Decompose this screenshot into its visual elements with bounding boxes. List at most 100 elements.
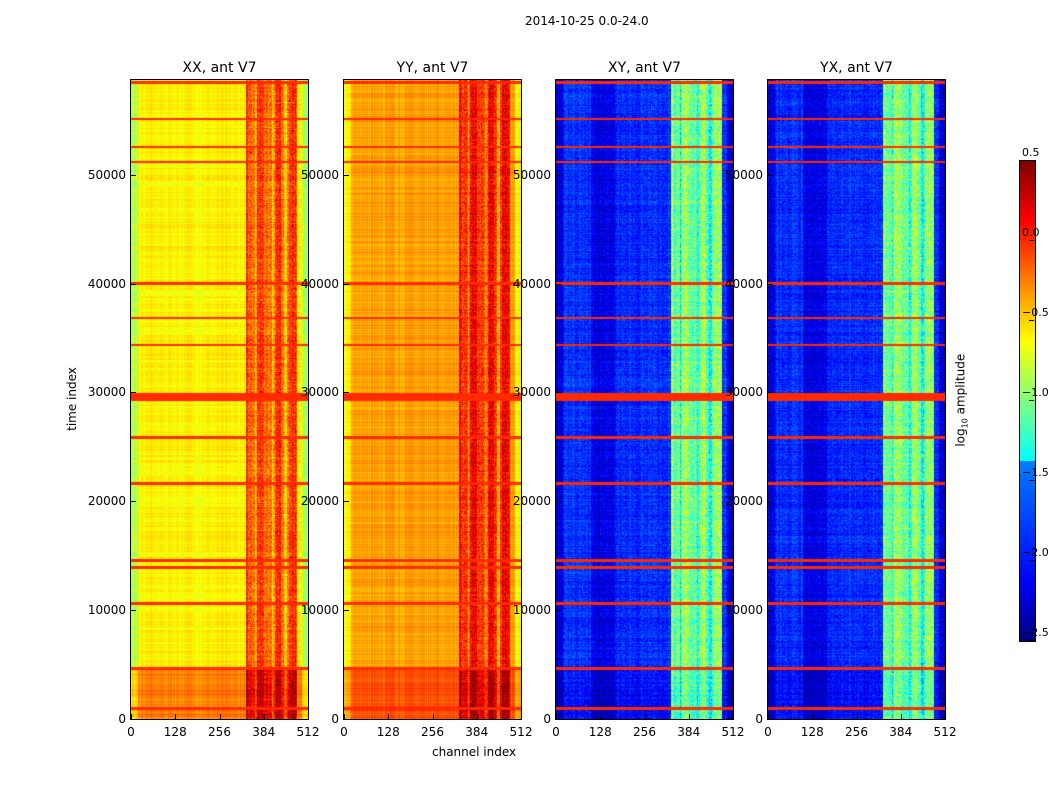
x-tick-mark (388, 714, 390, 719)
x-tick-mark (644, 714, 646, 719)
heatmap-canvas (556, 80, 733, 719)
colorbar-tick (1029, 320, 1034, 321)
y-tick-mark (344, 501, 349, 503)
y-tick-label: 30000 (87, 385, 126, 400)
y-tick-mark (344, 610, 349, 612)
y-tick-mark (344, 174, 349, 176)
x-tick-mark (263, 714, 265, 719)
y-tick-mark (131, 501, 136, 503)
y-tick-label: 0 (543, 712, 551, 726)
heatmap-canvas (344, 80, 521, 719)
heatmap-canvas (131, 80, 308, 719)
x-tick-label: 384 (465, 725, 489, 739)
figure-title: 2014-10-25 0.0-24.0 (525, 14, 649, 28)
colorbar-tick-label: 0.0 (1022, 226, 1040, 239)
colorbar-tick-label: −1.5 (1022, 466, 1049, 479)
x-tick-mark (733, 714, 734, 719)
colorbar (1019, 160, 1036, 642)
x-tick-mark (856, 714, 858, 719)
x-tick-label: 0 (764, 725, 772, 739)
x-tick-label: 512 (933, 725, 957, 739)
colorbar-label-rest: amplitude (953, 353, 968, 419)
x-tick-mark (812, 714, 814, 719)
colorbar-label-main: log (953, 428, 968, 447)
y-tick-label: 10000 (512, 603, 551, 618)
y-tick-label: 20000 (300, 494, 339, 509)
y-tick-mark (131, 719, 136, 720)
y-tick-mark (344, 283, 349, 285)
colorbar-tick (1029, 560, 1034, 561)
y-tick-mark (768, 283, 773, 285)
panel-title: YX, ant V7 (820, 60, 893, 76)
colorbar-label: log10 amplitude (953, 354, 969, 447)
y-tick-label: 50000 (87, 167, 126, 182)
colorbar-tick-label: −2.0 (1022, 546, 1049, 559)
x-tick-label: 0 (127, 725, 135, 739)
x-tick-label: 0 (552, 725, 560, 739)
colorbar-label-sub: 10 (960, 418, 970, 429)
y-tick-mark (131, 610, 136, 612)
y-tick-label: 0 (118, 712, 126, 726)
heatmap-panel (130, 79, 309, 720)
x-tick-mark (476, 714, 478, 719)
y-tick-mark (768, 610, 773, 612)
y-tick-mark (556, 392, 561, 394)
panel-title: YY, ant V7 (396, 60, 469, 76)
x-tick-label: 128 (376, 725, 400, 739)
y-tick-label: 40000 (512, 276, 551, 291)
heatmap-panel (767, 79, 946, 720)
colorbar-tick (1029, 640, 1034, 641)
x-tick-label: 384 (677, 725, 701, 739)
heatmap-canvas (768, 80, 945, 719)
y-tick-mark (131, 283, 136, 285)
colorbar-tick (1029, 480, 1034, 481)
y-tick-label: 30000 (300, 385, 339, 400)
x-tick-label: 128 (163, 725, 187, 739)
y-tick-label: 50000 (300, 167, 339, 182)
colorbar-tick (1029, 240, 1034, 241)
y-tick-mark (556, 501, 561, 503)
x-tick-label: 512 (721, 725, 745, 739)
panel-title: XX, ant V7 (182, 60, 257, 76)
heatmap-panel (343, 79, 522, 720)
y-tick-label: 10000 (300, 603, 339, 618)
x-tick-label: 128 (800, 725, 824, 739)
y-tick-label: 20000 (512, 494, 551, 509)
y-tick-mark (344, 392, 349, 394)
y-tick-label: 0 (755, 712, 763, 726)
colorbar-tick (1029, 400, 1034, 401)
x-tick-label: 384 (252, 725, 276, 739)
x-tick-mark (900, 714, 902, 719)
x-tick-mark (945, 714, 946, 719)
x-tick-mark (131, 714, 132, 719)
x-tick-mark (219, 714, 221, 719)
x-tick-mark (600, 714, 602, 719)
heatmap-panel (555, 79, 734, 720)
x-tick-label: 256 (845, 725, 868, 739)
y-tick-label: 40000 (87, 276, 126, 291)
x-tick-label: 512 (509, 725, 533, 739)
y-tick-mark (768, 719, 773, 720)
colorbar-tick-label: 0.5 (1022, 146, 1040, 159)
x-tick-mark (308, 714, 309, 719)
y-tick-mark (768, 174, 773, 176)
x-tick-label: 256 (633, 725, 656, 739)
x-tick-mark (768, 714, 769, 719)
colorbar-tick (1029, 160, 1034, 161)
y-tick-mark (768, 501, 773, 503)
y-tick-mark (131, 392, 136, 394)
y-tick-mark (556, 610, 561, 612)
y-tick-mark (556, 174, 561, 176)
y-tick-label: 20000 (87, 494, 126, 509)
colorbar-tick-label: −2.5 (1022, 626, 1049, 639)
y-tick-label: 50000 (724, 167, 763, 182)
x-tick-mark (432, 714, 434, 719)
y-tick-label: 20000 (724, 494, 763, 509)
y-tick-mark (131, 174, 136, 176)
colorbar-tick-label: −0.5 (1022, 306, 1049, 319)
x-tick-mark (521, 714, 522, 719)
y-tick-label: 0 (331, 712, 339, 726)
x-axis-label: channel index (432, 745, 517, 759)
x-tick-label: 256 (421, 725, 444, 739)
